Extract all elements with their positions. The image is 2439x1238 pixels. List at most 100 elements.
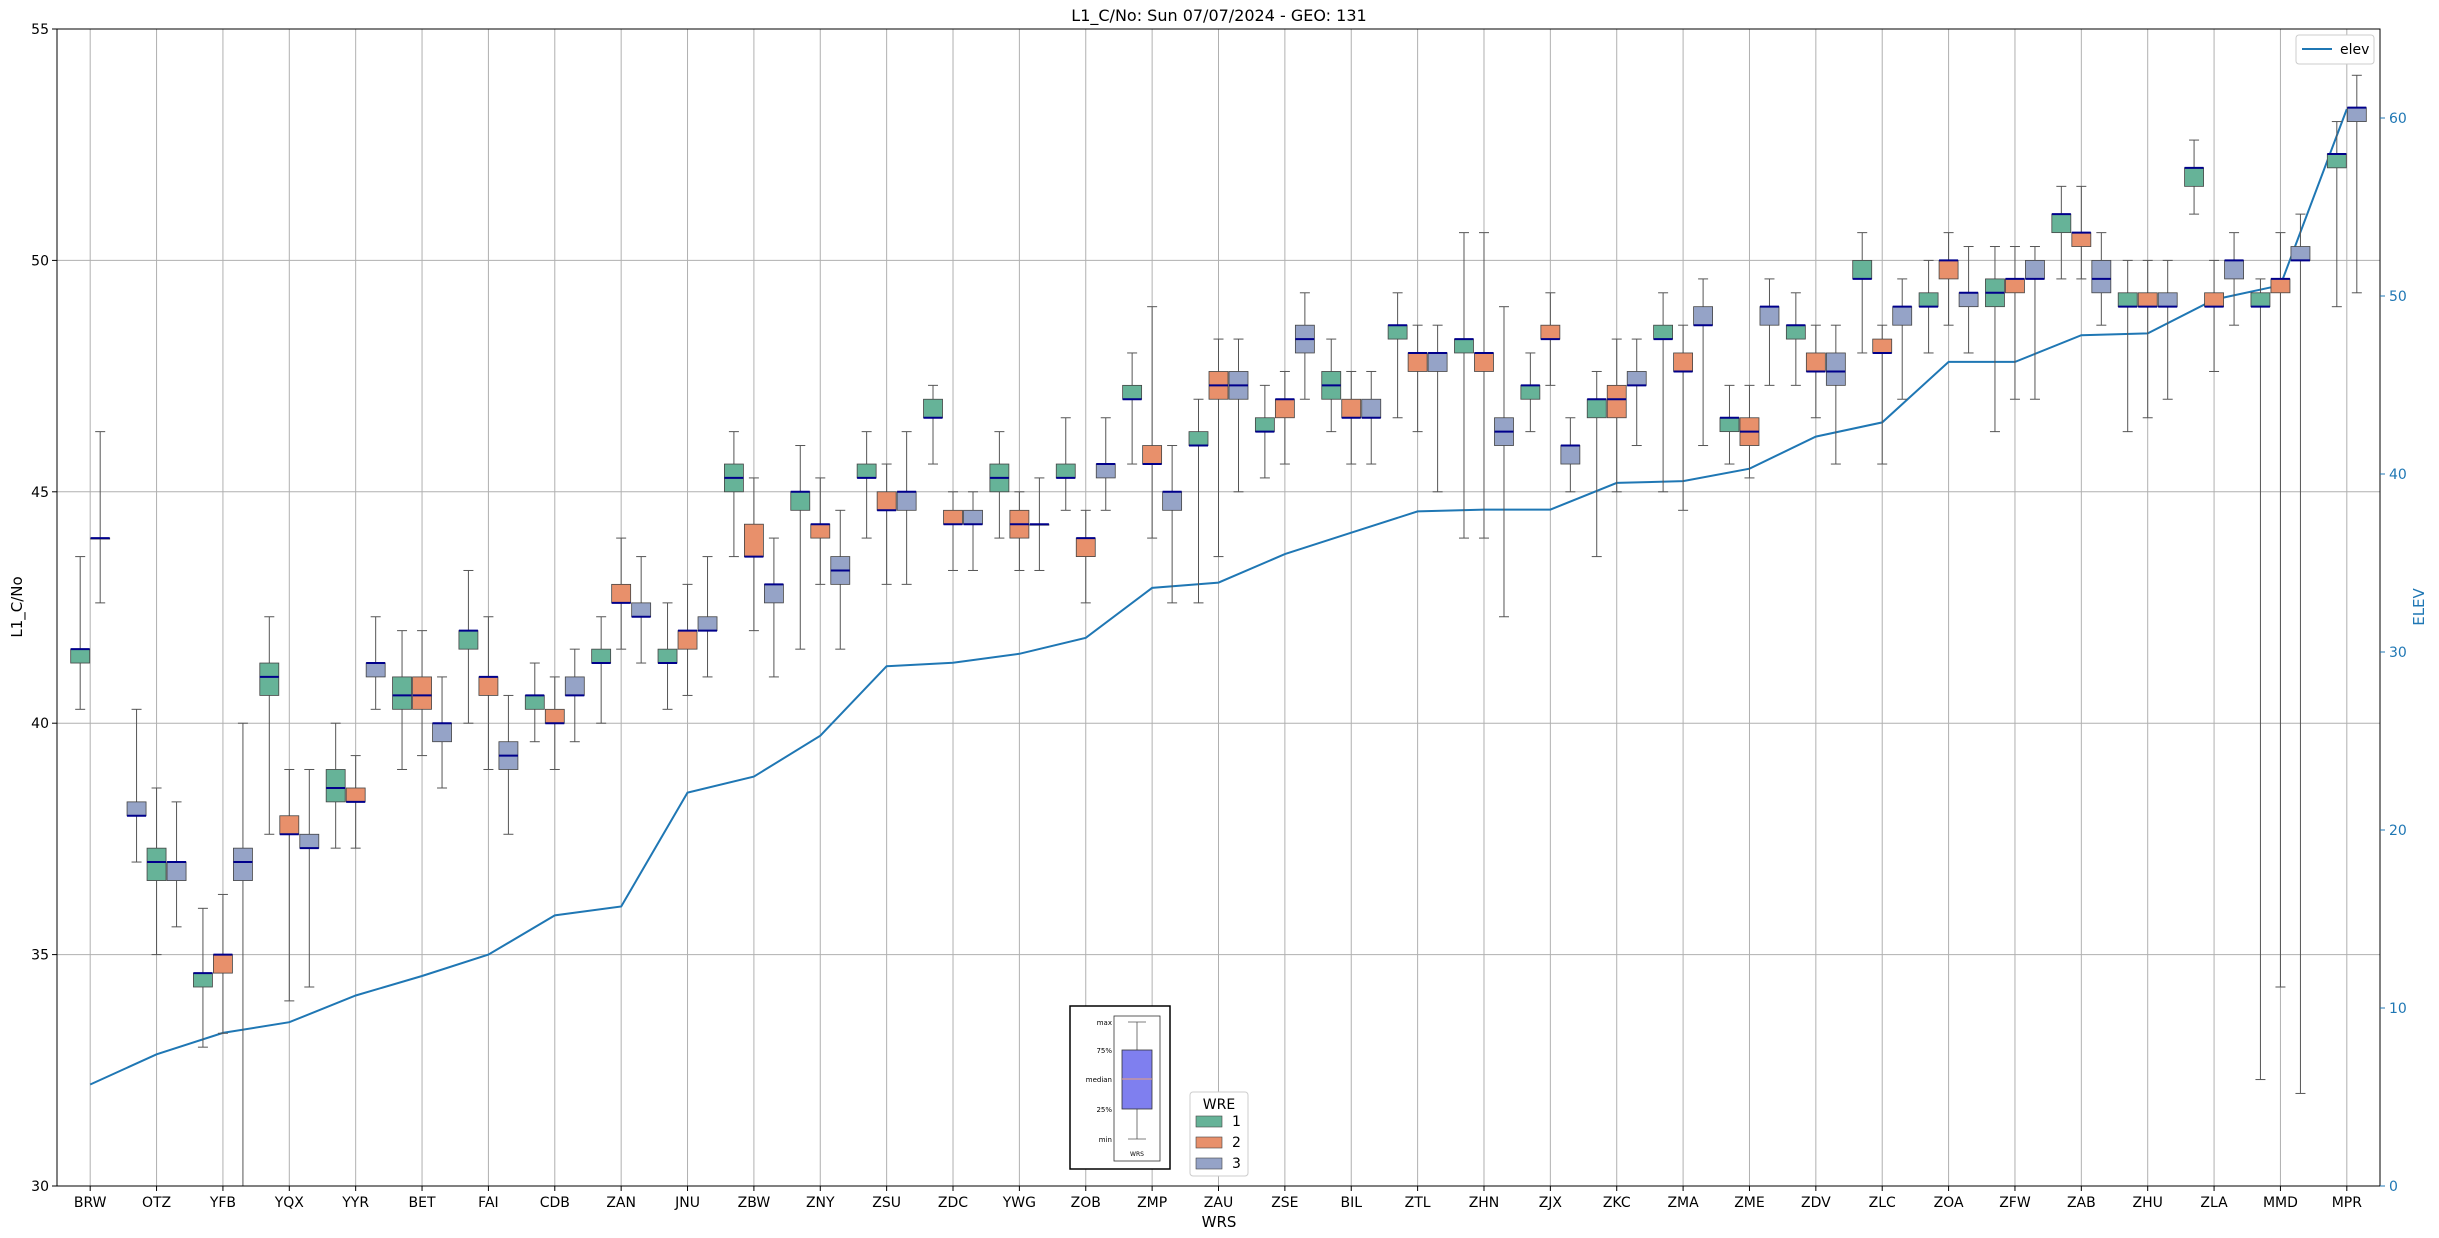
box-iqr xyxy=(1892,306,1913,326)
box-iqr xyxy=(2224,259,2244,280)
box-iqr xyxy=(1122,384,1143,400)
y2-tick-label: 20 xyxy=(2389,823,2407,839)
box-iqr xyxy=(2071,232,2092,247)
inset-label-median: median xyxy=(1086,1076,1112,1084)
wre-legend-label-2: 2 xyxy=(1232,1135,1241,1151)
inset-label-q3: 75% xyxy=(1096,1047,1112,1055)
box-zsu-wre2 xyxy=(876,463,897,585)
box-otz-wre1 xyxy=(146,787,167,956)
box-iqr xyxy=(1095,463,1116,479)
box-cdb-wre1 xyxy=(524,662,545,743)
box-zny-wre3 xyxy=(830,509,851,650)
box-yfb-wre3 xyxy=(233,722,253,1187)
box-iqr xyxy=(744,523,764,557)
box-iqr xyxy=(1626,371,1647,386)
box-brw-wre1 xyxy=(70,556,91,710)
box-iqr xyxy=(2137,292,2158,308)
box-ztl-wre2 xyxy=(1407,324,1428,433)
box-zse-wre1 xyxy=(1254,384,1275,479)
box-iqr xyxy=(1075,537,1096,557)
x-tick-label: ZDC xyxy=(938,1195,968,1211)
box-yfb-wre1 xyxy=(193,907,213,1048)
box-iqr xyxy=(478,676,499,696)
box-zlc-wre3 xyxy=(1892,278,1913,400)
wre-legend-swatch-2 xyxy=(1195,1136,1223,1149)
y2-tick-label: 60 xyxy=(2389,111,2407,127)
x-tick-label: BET xyxy=(409,1195,436,1211)
y-tick-label: 45 xyxy=(31,485,49,501)
boxplot-key-inset: max 75% median 25% min WRS xyxy=(1069,1005,1171,1170)
box-zmp-wre2 xyxy=(1142,306,1163,539)
box-iqr xyxy=(677,630,698,650)
wre-legend-label-1: 1 xyxy=(1232,1114,1241,1130)
x-tick-label: ZFW xyxy=(1999,1195,2031,1211)
elev-line xyxy=(89,108,2348,1086)
x-tick-label: ZNY xyxy=(806,1195,835,1211)
box-iqr xyxy=(923,398,943,419)
box-iqr xyxy=(2051,213,2072,234)
box-iqr xyxy=(896,491,917,511)
box-zny-wre1 xyxy=(790,445,811,650)
box-zob-wre1 xyxy=(1055,417,1076,511)
box-iqr xyxy=(1055,463,1076,479)
elev-legend: elev xyxy=(2295,34,2375,65)
box-iqr xyxy=(1785,324,1806,340)
box-zdc-wre2 xyxy=(943,491,963,571)
box-iqr xyxy=(1560,445,1581,465)
box-iqr xyxy=(544,708,565,724)
box-iqr xyxy=(1653,324,1673,340)
inset-label-q1: 25% xyxy=(1096,1106,1112,1114)
box-zdv-wre3 xyxy=(1825,324,1846,465)
box-iqr xyxy=(1188,431,1209,446)
box-mmd-wre1 xyxy=(2250,278,2271,1081)
box-iqr xyxy=(233,847,253,881)
box-iqr xyxy=(2290,246,2311,261)
box-iqr xyxy=(365,662,386,678)
box-bet-wre2 xyxy=(412,630,432,757)
box-zma-wre1 xyxy=(1653,292,1673,493)
box-iqr xyxy=(1341,398,1362,419)
x-tick-label: ZAB xyxy=(2067,1195,2096,1211)
box-zse-wre2 xyxy=(1274,370,1295,465)
y2-tick-label: 30 xyxy=(2389,645,2407,661)
box-iqr xyxy=(1474,352,1494,372)
x-tick-label: OTZ xyxy=(142,1195,171,1211)
box-iqr xyxy=(1586,398,1607,419)
box-iqr xyxy=(1759,306,1780,326)
box-iqr xyxy=(1673,352,1693,372)
x-tick-label: FAI xyxy=(478,1195,498,1211)
box-mpr-wre3 xyxy=(2346,74,2367,294)
wre-legend-title: WRE xyxy=(1203,1097,1235,1113)
box-iqr xyxy=(193,972,213,988)
box-iqr xyxy=(2025,259,2045,280)
x-tick-label: ZOA xyxy=(1934,1195,1964,1211)
box-brw-wre3 xyxy=(90,431,111,604)
box-bil-wre2 xyxy=(1341,370,1362,465)
axes: BRW OTZ YFB YQX YYR BET FAI CDB ZAN JNU ZBW ZNY ZSU Z… xyxy=(31,22,2407,1211)
box-cdb-wre2 xyxy=(544,676,565,770)
box-iqr xyxy=(657,648,678,664)
box-zhu-wre1 xyxy=(2117,259,2138,433)
box-zoa-wre3 xyxy=(1958,246,1979,354)
box-zfw-wre2 xyxy=(2005,246,2025,400)
box-iqr xyxy=(1805,352,1826,372)
y-tick-label: 35 xyxy=(31,948,49,964)
box-zhn-wre1 xyxy=(1454,232,1474,539)
x-tick-label: CDB xyxy=(540,1195,570,1211)
box-iqr xyxy=(458,630,479,650)
box-zfw-wre1 xyxy=(1985,246,2005,433)
x-tick-label: MMD xyxy=(2263,1195,2298,1211)
y2-tick-label: 0 xyxy=(2389,1179,2398,1195)
box-zny-wre2 xyxy=(810,477,831,585)
box-jnu-wre1 xyxy=(657,602,678,710)
y-tick-label: 50 xyxy=(31,253,49,269)
box-iqr xyxy=(1540,324,1561,340)
wre-legend: WRE 1 2 3 xyxy=(1189,1091,1249,1177)
box-iqr xyxy=(790,491,811,511)
box-iqr xyxy=(279,815,300,835)
box-zab-wre1 xyxy=(2051,185,2072,280)
box-zjx-wre3 xyxy=(1560,417,1581,493)
box-iqr xyxy=(1162,491,1183,511)
x-tick-label: ZJX xyxy=(1539,1195,1563,1211)
